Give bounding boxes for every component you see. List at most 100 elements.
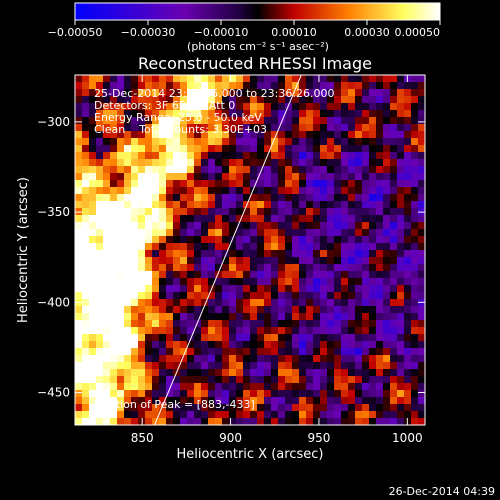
heatmap-cell: [327, 320, 335, 328]
heatmap-cell: [362, 327, 370, 335]
heatmap-cell: [229, 341, 237, 349]
heatmap-cell: [390, 145, 398, 153]
heatmap-cell: [222, 257, 230, 265]
heatmap-cell: [271, 313, 279, 321]
heatmap-cell: [397, 376, 405, 384]
heatmap-cell: [285, 236, 293, 244]
heatmap-cell: [411, 313, 419, 321]
heatmap-cell: [404, 369, 412, 377]
heatmap-cell: [418, 103, 425, 111]
heatmap-cell: [194, 159, 202, 167]
heatmap-cell: [355, 201, 363, 209]
heatmap-cell: [341, 103, 349, 111]
heatmap-cell: [376, 257, 384, 265]
heatmap-cell: [173, 117, 181, 125]
heatmap-cell: [278, 152, 286, 160]
heatmap-cell: [341, 152, 349, 160]
heatmap-cell: [173, 285, 181, 293]
heatmap-cell: [222, 131, 230, 139]
heatmap-cell: [250, 404, 258, 412]
heatmap-cell: [257, 194, 265, 202]
heatmap-cell: [82, 166, 90, 174]
heatmap-cell: [320, 285, 328, 293]
heatmap-cell: [306, 299, 314, 307]
heatmap-cell: [194, 418, 202, 425]
heatmap-cell: [222, 355, 230, 363]
heatmap-cell: [201, 152, 209, 160]
heatmap-cell: [369, 117, 377, 125]
heatmap-cell: [271, 215, 279, 223]
heatmap-cell: [341, 404, 349, 412]
heatmap-cell: [292, 89, 300, 97]
heatmap-cell: [124, 82, 132, 90]
heatmap-cell: [299, 75, 307, 83]
heatmap-cell: [257, 313, 265, 321]
heatmap-cell: [96, 334, 104, 342]
heatmap-cell: [243, 264, 251, 272]
heatmap-cell: [201, 369, 209, 377]
heatmap-cell: [404, 411, 412, 419]
colorbar-tick-label: −0.00010: [194, 26, 249, 39]
heatmap-cell: [187, 376, 195, 384]
heatmap-cell: [89, 306, 97, 314]
heatmap-cell: [285, 110, 293, 118]
heatmap-cell: [222, 215, 230, 223]
heatmap-cell: [124, 383, 132, 391]
heatmap-cell: [166, 124, 174, 132]
heatmap-cell: [166, 173, 174, 181]
heatmap-cell: [299, 278, 307, 286]
annotation-energy-range: Energy Range: 25.0 - 50.0 keV: [94, 111, 262, 124]
heatmap-cell: [299, 124, 307, 132]
heatmap-cell: [236, 187, 244, 195]
heatmap-cell: [124, 145, 132, 153]
heatmap-cell: [404, 152, 412, 160]
heatmap-cell: [264, 390, 272, 398]
heatmap-cell: [180, 369, 188, 377]
heatmap-cell: [271, 145, 279, 153]
heatmap-cell: [89, 82, 97, 90]
heatmap-cell: [124, 166, 132, 174]
heatmap-cell: [306, 110, 314, 118]
heatmap-cell: [306, 418, 314, 425]
heatmap-cell: [390, 278, 398, 286]
heatmap-cell: [173, 306, 181, 314]
heatmap-cell: [103, 264, 111, 272]
heatmap-cell: [110, 103, 118, 111]
heatmap-cell: [418, 117, 425, 125]
heatmap-cell: [243, 138, 251, 146]
heatmap-cell: [173, 166, 181, 174]
heatmap-cell: [145, 82, 153, 90]
heatmap-cell: [159, 152, 167, 160]
heatmap-cell: [257, 306, 265, 314]
heatmap-cell: [292, 243, 300, 251]
heatmap-cell: [369, 362, 377, 370]
heatmap-cell: [180, 271, 188, 279]
heatmap-cell: [166, 299, 174, 307]
heatmap-cell: [397, 187, 405, 195]
heatmap-cell: [411, 236, 419, 244]
heatmap-cell: [110, 264, 118, 272]
heatmap-cell: [404, 236, 412, 244]
heatmap-cell: [362, 257, 370, 265]
heatmap-cell: [208, 362, 216, 370]
heatmap-cell: [313, 271, 321, 279]
heatmap-cell: [117, 257, 125, 265]
heatmap-cell: [243, 82, 251, 90]
heatmap-cell: [320, 222, 328, 230]
heatmap-cell: [131, 96, 139, 104]
heatmap-cell: [138, 103, 146, 111]
heatmap-cell: [131, 285, 139, 293]
heatmap-cell: [138, 89, 146, 97]
heatmap-cell: [362, 82, 370, 90]
heatmap-cell: [362, 131, 370, 139]
colorbar-tick-label: −0.00050: [48, 26, 103, 39]
heatmap-cell: [159, 145, 167, 153]
heatmap-cell: [285, 201, 293, 209]
heatmap-cell: [264, 187, 272, 195]
heatmap-cell: [236, 264, 244, 272]
heatmap-cell: [145, 348, 153, 356]
heatmap-cell: [222, 306, 230, 314]
heatmap-cell: [292, 82, 300, 90]
heatmap-cell: [215, 250, 223, 258]
x-axis-ticks: 850 900 950 1000: [131, 75, 423, 445]
